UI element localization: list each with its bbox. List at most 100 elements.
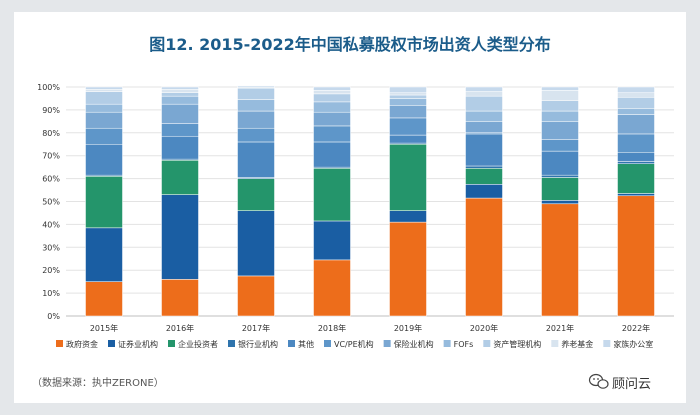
- bar-segment: [465, 91, 503, 97]
- bar-segment: [617, 195, 655, 317]
- x-axis: 2015年 2016年 2017年 2018年 2019年 2020年 2021年 2022年: [90, 323, 650, 333]
- legend-swatch: [383, 340, 391, 347]
- legend-label: 其他: [298, 339, 314, 349]
- x-tick-label: 2015年: [90, 323, 118, 333]
- x-tick-label: 2021年: [546, 323, 574, 333]
- source-note: （数据来源：执中ZERONE）: [32, 376, 164, 389]
- legend-label: 保险业机构: [394, 339, 434, 349]
- legend-swatch: [108, 340, 115, 347]
- bar-segment: [389, 134, 427, 144]
- bar-segment: [85, 89, 123, 92]
- bar-segment: [237, 210, 275, 277]
- legend-swatch: [443, 340, 451, 347]
- bar-segment: [465, 184, 503, 199]
- bar-segment: [541, 90, 579, 101]
- bar-segment: [161, 123, 199, 137]
- bar-segment: [313, 141, 351, 168]
- bar-segment: [389, 98, 427, 106]
- bar-segment: [617, 97, 655, 110]
- bar-segment: [389, 92, 427, 96]
- legend-swatch: [228, 340, 235, 347]
- bar-segment: [313, 93, 351, 103]
- y-tick-label: 60%: [42, 175, 60, 184]
- bar-segment: [85, 91, 123, 105]
- x-tick-label: 2017年: [242, 323, 270, 333]
- bar-segment: [161, 103, 199, 124]
- bar-segment: [617, 133, 655, 153]
- legend-label: 企业投资者: [178, 339, 218, 349]
- bar-segment: [617, 86, 655, 93]
- bar-segment: [85, 176, 123, 229]
- bar-segment: [313, 220, 351, 261]
- brand-name: 顾问云: [612, 377, 651, 392]
- x-tick-label: 2016年: [166, 323, 194, 333]
- chart: 图12. 2015-2022年中国私募股权市场出资人类型分布 0% 10% 20% 3…: [32, 35, 674, 392]
- bar-segment: [313, 86, 351, 91]
- bar-segment: [617, 114, 655, 135]
- bar-segment: [617, 108, 655, 115]
- bar-segment: [313, 101, 351, 113]
- bar-segment: [161, 194, 199, 280]
- bar-segment: [161, 89, 199, 93]
- bar-segment: [161, 86, 199, 90]
- x-tick-label: 2018年: [318, 323, 346, 333]
- legend-swatch: [551, 340, 559, 347]
- y-tick-label: 0%: [47, 312, 60, 321]
- bar-segment: [313, 125, 351, 143]
- bar-segment: [85, 86, 123, 90]
- bar-segment: [541, 174, 579, 178]
- bar-segment: [161, 135, 199, 160]
- legend-label: 资产管理机构: [493, 339, 541, 349]
- bar-segment: [237, 85, 275, 88]
- bar-segment: [161, 160, 199, 195]
- y-tick-label: 70%: [42, 152, 60, 161]
- bar-segment: [237, 99, 275, 112]
- x-tick-label: 2019年: [394, 323, 422, 333]
- y-tick-label: 40%: [42, 220, 60, 229]
- x-tick-label: 2022年: [622, 323, 650, 333]
- legend-swatch: [324, 340, 331, 347]
- x-tick-label: 2020年: [470, 323, 498, 333]
- bar-segment: [389, 210, 427, 223]
- bar-segment: [313, 259, 351, 317]
- bar-segment: [541, 150, 579, 176]
- y-tick-label: 100%: [37, 83, 60, 92]
- bar-segment: [389, 144, 427, 211]
- chart-title: 图12. 2015-2022年中国私募股权市场出资人类型分布: [149, 35, 551, 54]
- bar-segment: [389, 94, 427, 99]
- bar-segment: [541, 200, 579, 205]
- bar-segment: [85, 111, 123, 129]
- brand-logo: 顾问云: [588, 373, 651, 392]
- bar-segment: [313, 111, 351, 127]
- bar-segment: [389, 105, 427, 119]
- bar-segment: [85, 144, 123, 176]
- legend-swatch: [483, 340, 491, 347]
- bar-segment: [237, 87, 275, 100]
- bar-segment: [541, 139, 579, 152]
- y-tick-label: 30%: [42, 243, 60, 252]
- y-tick-label: 20%: [42, 266, 60, 275]
- legend-label: VC/PE机构: [334, 339, 374, 349]
- bar-segment: [617, 152, 655, 162]
- bar-segment: [617, 161, 655, 164]
- legend: 政府资金 证券业机构 企业投资者 银行业机构 其他 VC/PE机构 保险业机构 FOFs 资产管…: [56, 339, 653, 349]
- bar-segment: [237, 141, 275, 178]
- bar-segment: [389, 86, 427, 93]
- legend-label: 养老基金: [561, 339, 593, 349]
- bar-segment: [465, 133, 503, 167]
- bar-segment: [237, 127, 275, 143]
- bar-segment: [465, 165, 503, 169]
- bar-segment: [85, 227, 123, 282]
- bar-segment: [465, 197, 503, 317]
- bar-segment: [465, 110, 503, 122]
- bar-segment: [161, 95, 199, 105]
- bar-segment: [313, 90, 351, 95]
- legend-label: 证券业机构: [118, 339, 158, 349]
- legend-swatch: [288, 340, 295, 347]
- wechat-icon: [588, 373, 609, 389]
- legend-swatch: [56, 340, 63, 347]
- bar-segment: [617, 193, 655, 197]
- bar-segment: [161, 279, 199, 317]
- legend-label: 政府资金: [66, 339, 98, 349]
- grid: [66, 86, 674, 317]
